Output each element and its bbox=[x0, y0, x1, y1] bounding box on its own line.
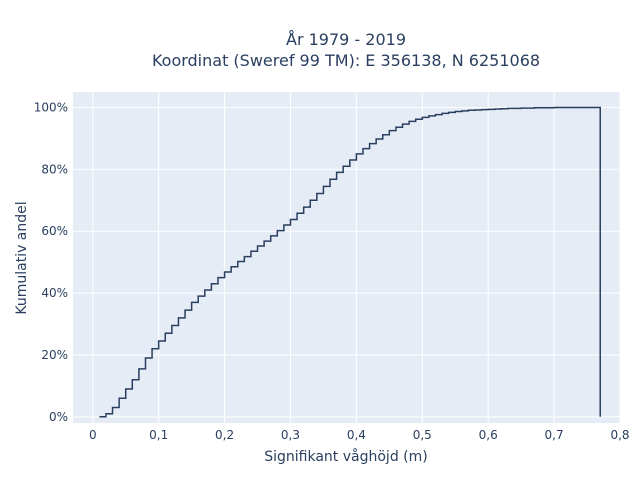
x-tick-label: 0 bbox=[89, 428, 97, 442]
x-tick-label: 0,8 bbox=[610, 428, 629, 442]
x-tick-label: 0,7 bbox=[545, 428, 564, 442]
y-tick-label: 20% bbox=[41, 348, 68, 362]
chart-title-line-1: År 1979 - 2019 bbox=[286, 30, 406, 49]
y-tick-label: 100% bbox=[34, 100, 68, 114]
x-tick-label: 0,5 bbox=[413, 428, 432, 442]
cdf-step-line bbox=[99, 106, 601, 418]
x-axis-title: Signifikant våghöjd (m) bbox=[264, 448, 427, 465]
y-tick-label: 80% bbox=[41, 162, 68, 176]
x-tick-label: 0,2 bbox=[215, 428, 234, 442]
chart-title-line-2: Koordinat (Sweref 99 TM): E 356138, N 62… bbox=[152, 51, 540, 70]
y-tick-label: 60% bbox=[41, 224, 68, 238]
grid bbox=[73, 92, 621, 423]
plot-background bbox=[73, 92, 620, 423]
x-tick-label: 0,6 bbox=[479, 428, 498, 442]
axis-ticks: 0 0,1 0,2 0,3 0,4 0,5 0,6 0,7 0,8 0% 20% 40% 60% 80% 1… bbox=[34, 100, 630, 442]
y-tick-label: 40% bbox=[41, 286, 68, 300]
x-tick-label: 0,1 bbox=[149, 428, 168, 442]
x-tick-label: 0,3 bbox=[281, 428, 300, 442]
x-tick-label: 0,4 bbox=[347, 428, 366, 442]
y-tick-label: 0% bbox=[49, 410, 68, 424]
y-axis-title: Kumulativ andel bbox=[14, 201, 30, 314]
